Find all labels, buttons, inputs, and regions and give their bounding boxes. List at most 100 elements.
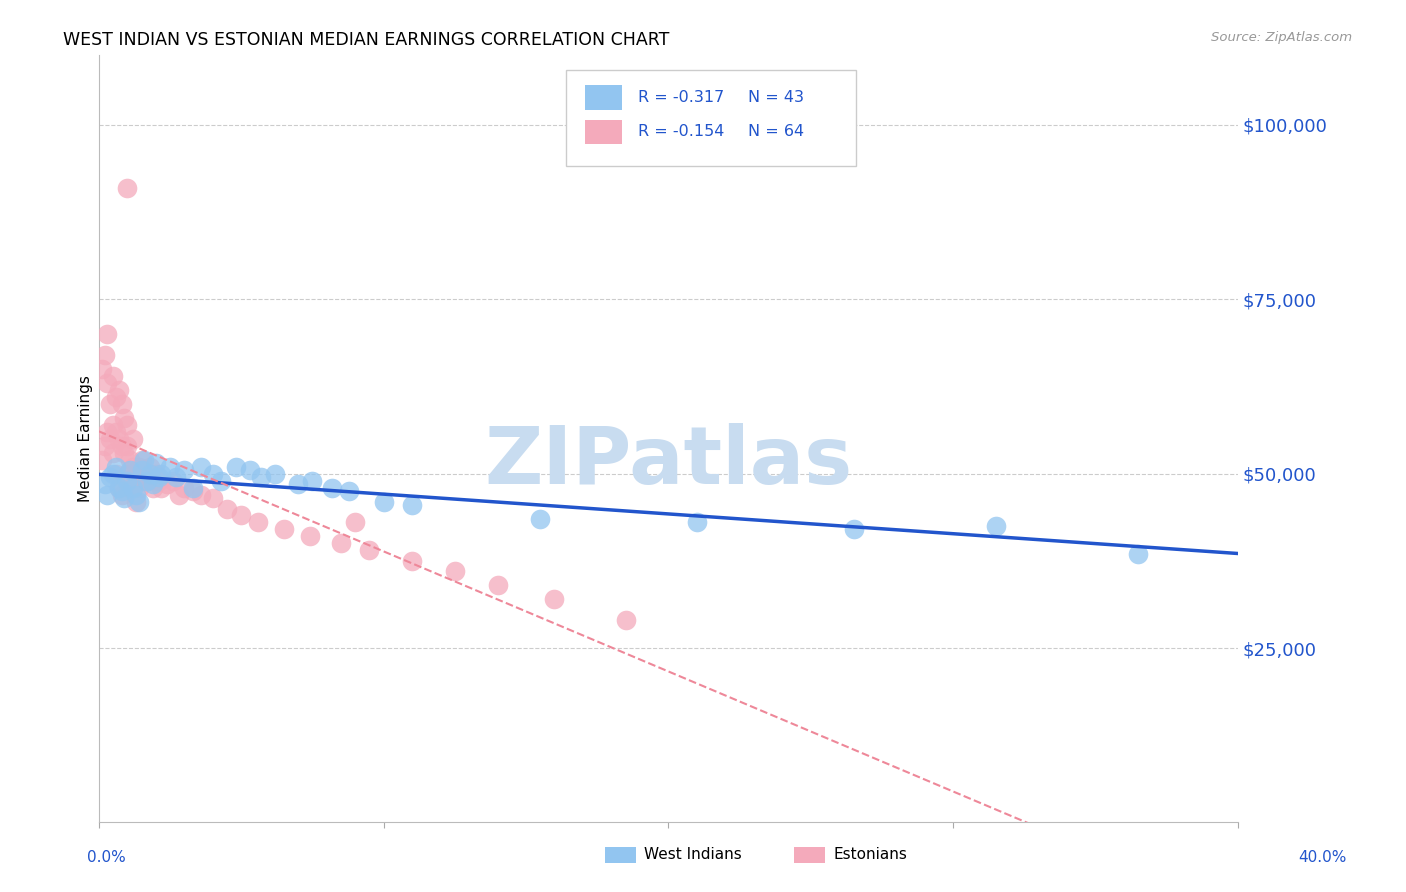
Text: 40.0%: 40.0% [1299, 850, 1347, 865]
Point [145, 456, 167, 470]
Point [167, 487, 190, 501]
Point [173, 463, 195, 477]
Point [110, 484, 132, 499]
Point [150, 481, 173, 495]
Point [125, 494, 148, 508]
Point [110, 487, 132, 501]
Bar [585, 120, 621, 145]
Point [90, 452, 112, 467]
Point [201, 491, 224, 505]
Point [443, 564, 465, 578]
Point [117, 474, 139, 488]
Point [329, 536, 352, 550]
Point [287, 477, 309, 491]
Point [120, 463, 142, 477]
Point [321, 481, 343, 495]
Point [247, 516, 270, 530]
Point [114, 491, 136, 505]
Point [117, 467, 139, 481]
Point [273, 523, 295, 537]
Point [101, 467, 124, 481]
Point [98, 470, 121, 484]
Point [110, 397, 132, 411]
Point [181, 481, 204, 495]
Text: Estonians: Estonians [834, 847, 908, 862]
Point [842, 523, 865, 537]
Point [239, 463, 262, 477]
Point [139, 467, 162, 481]
Text: R = -0.154: R = -0.154 [638, 124, 724, 139]
Point [93, 348, 115, 362]
Point [529, 512, 551, 526]
Point [96, 487, 118, 501]
Point [339, 484, 361, 499]
Point [359, 543, 381, 558]
Text: R = -0.317: R = -0.317 [638, 90, 724, 105]
Point [190, 459, 212, 474]
Point [156, 477, 179, 491]
Point [107, 481, 129, 495]
Point [117, 439, 139, 453]
Point [486, 578, 509, 592]
Point [373, 494, 395, 508]
Point [98, 397, 121, 411]
Point [134, 467, 156, 481]
Point [96, 376, 118, 390]
Point [686, 516, 709, 530]
Point [984, 519, 1007, 533]
Point [107, 481, 129, 495]
Point [162, 474, 184, 488]
Point [136, 474, 159, 488]
Point [148, 474, 170, 488]
Point [401, 498, 423, 512]
Bar [585, 85, 621, 110]
Point [125, 467, 148, 481]
Point [145, 467, 167, 481]
Point [181, 484, 204, 499]
Point [93, 477, 115, 491]
Point [117, 180, 139, 194]
Point [231, 508, 253, 523]
Point [209, 474, 232, 488]
FancyBboxPatch shape [565, 70, 856, 167]
Point [215, 501, 238, 516]
Point [122, 459, 145, 474]
Point [122, 481, 145, 495]
Point [1128, 547, 1150, 561]
Y-axis label: Median Earnings: Median Earnings [79, 376, 93, 502]
Point [139, 459, 162, 474]
Text: 0.0%: 0.0% [87, 850, 127, 865]
Point [298, 529, 321, 543]
Point [134, 452, 156, 467]
Point [136, 474, 159, 488]
Point [159, 459, 181, 474]
Point [96, 327, 118, 342]
Point [101, 446, 124, 460]
Point [142, 477, 165, 491]
Point [90, 362, 112, 376]
Point [142, 481, 165, 495]
Point [131, 474, 153, 488]
Point [128, 494, 150, 508]
Point [264, 467, 287, 481]
Point [128, 481, 150, 495]
Point [250, 470, 273, 484]
Point [96, 425, 118, 439]
Point [201, 467, 224, 481]
Point [150, 467, 173, 481]
Point [128, 459, 150, 474]
Point [614, 613, 637, 627]
Point [344, 516, 367, 530]
Point [93, 439, 115, 453]
Point [301, 474, 323, 488]
Point [190, 487, 212, 501]
Point [107, 432, 129, 446]
Point [101, 369, 124, 384]
Point [131, 452, 153, 467]
Point [114, 410, 136, 425]
Point [117, 417, 139, 432]
Point [104, 425, 127, 439]
Point [114, 446, 136, 460]
Text: WEST INDIAN VS ESTONIAN MEDIAN EARNINGS CORRELATION CHART: WEST INDIAN VS ESTONIAN MEDIAN EARNINGS … [63, 31, 669, 49]
Text: Source: ZipAtlas.com: Source: ZipAtlas.com [1212, 31, 1353, 45]
